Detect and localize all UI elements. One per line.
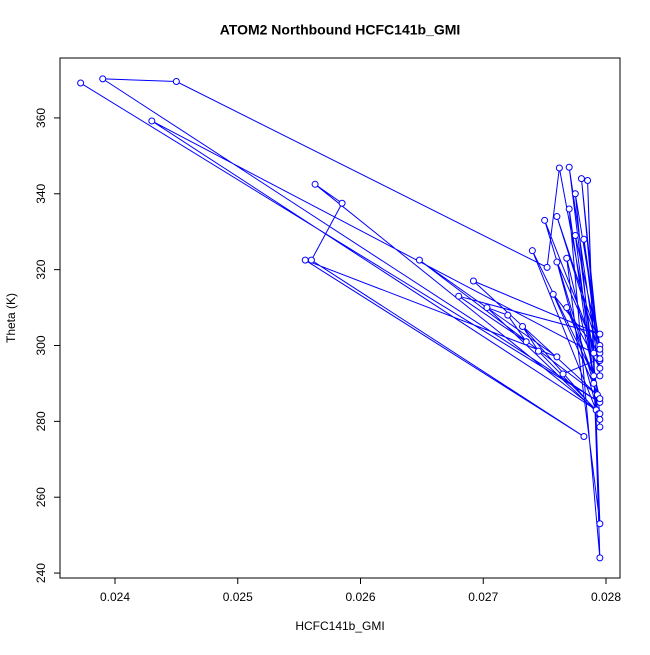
y-axis-label: Theta (K) bbox=[4, 293, 18, 343]
data-point bbox=[311, 180, 319, 188]
data-point bbox=[543, 263, 551, 271]
y-tick-label: 280 bbox=[34, 411, 48, 431]
data-point bbox=[565, 163, 573, 171]
data-point bbox=[77, 79, 85, 87]
data-point bbox=[99, 75, 107, 83]
data-point bbox=[596, 395, 604, 403]
data-point bbox=[555, 164, 563, 172]
data-point bbox=[596, 415, 604, 423]
data-point bbox=[553, 258, 561, 266]
y-tick-label: 240 bbox=[34, 563, 48, 583]
data-point bbox=[455, 292, 463, 300]
data-point bbox=[596, 355, 604, 363]
data-line bbox=[80, 78, 601, 558]
data-point bbox=[519, 323, 527, 331]
data-point bbox=[553, 213, 561, 221]
data-point bbox=[580, 235, 588, 243]
data-point bbox=[553, 353, 561, 361]
data-point bbox=[534, 347, 542, 355]
data-point bbox=[148, 117, 156, 125]
data-point bbox=[301, 256, 309, 264]
data-point bbox=[469, 277, 477, 285]
data-point bbox=[584, 177, 592, 185]
data-point bbox=[596, 520, 604, 528]
data-point bbox=[504, 311, 512, 319]
data-point bbox=[565, 205, 573, 213]
data-point bbox=[522, 338, 530, 346]
y-tick-label: 360 bbox=[34, 108, 48, 128]
y-tick-label: 300 bbox=[34, 335, 48, 355]
data-point bbox=[415, 256, 423, 264]
data-point bbox=[577, 175, 585, 183]
data-point bbox=[596, 364, 604, 372]
data-point bbox=[596, 372, 604, 380]
data-point bbox=[172, 78, 180, 86]
data-point bbox=[596, 345, 604, 353]
x-axis-label: HCFC141b_GMI bbox=[295, 619, 384, 633]
y-tick-label: 340 bbox=[34, 183, 48, 203]
data-point bbox=[559, 370, 567, 378]
chart-title: ATOM2 Northbound HCFC141b_GMI bbox=[220, 22, 461, 38]
y-tick-label: 260 bbox=[34, 487, 48, 507]
data-point bbox=[580, 433, 588, 441]
data-point bbox=[596, 330, 604, 338]
data-point bbox=[596, 423, 604, 431]
x-tick-label: 0.025 bbox=[223, 590, 253, 604]
x-tick-label: 0.024 bbox=[100, 590, 130, 604]
data-point bbox=[483, 304, 491, 312]
x-tick-label: 0.026 bbox=[345, 590, 375, 604]
data-point bbox=[549, 290, 557, 298]
data-point bbox=[590, 372, 598, 380]
data-point bbox=[541, 216, 549, 224]
data-point bbox=[338, 199, 346, 207]
data-point bbox=[563, 304, 571, 312]
data-point bbox=[590, 379, 598, 387]
plot-frame bbox=[59, 57, 621, 579]
data-point bbox=[563, 254, 571, 262]
data-point bbox=[571, 232, 579, 240]
y-tick-label: 320 bbox=[34, 259, 48, 279]
data-point bbox=[528, 247, 536, 255]
data-point bbox=[590, 349, 598, 357]
x-tick-label: 0.027 bbox=[468, 590, 498, 604]
data-point bbox=[596, 554, 604, 562]
data-point bbox=[571, 190, 579, 198]
data-point bbox=[596, 410, 604, 418]
data-point bbox=[307, 256, 315, 264]
x-tick-label: 0.028 bbox=[591, 590, 621, 604]
